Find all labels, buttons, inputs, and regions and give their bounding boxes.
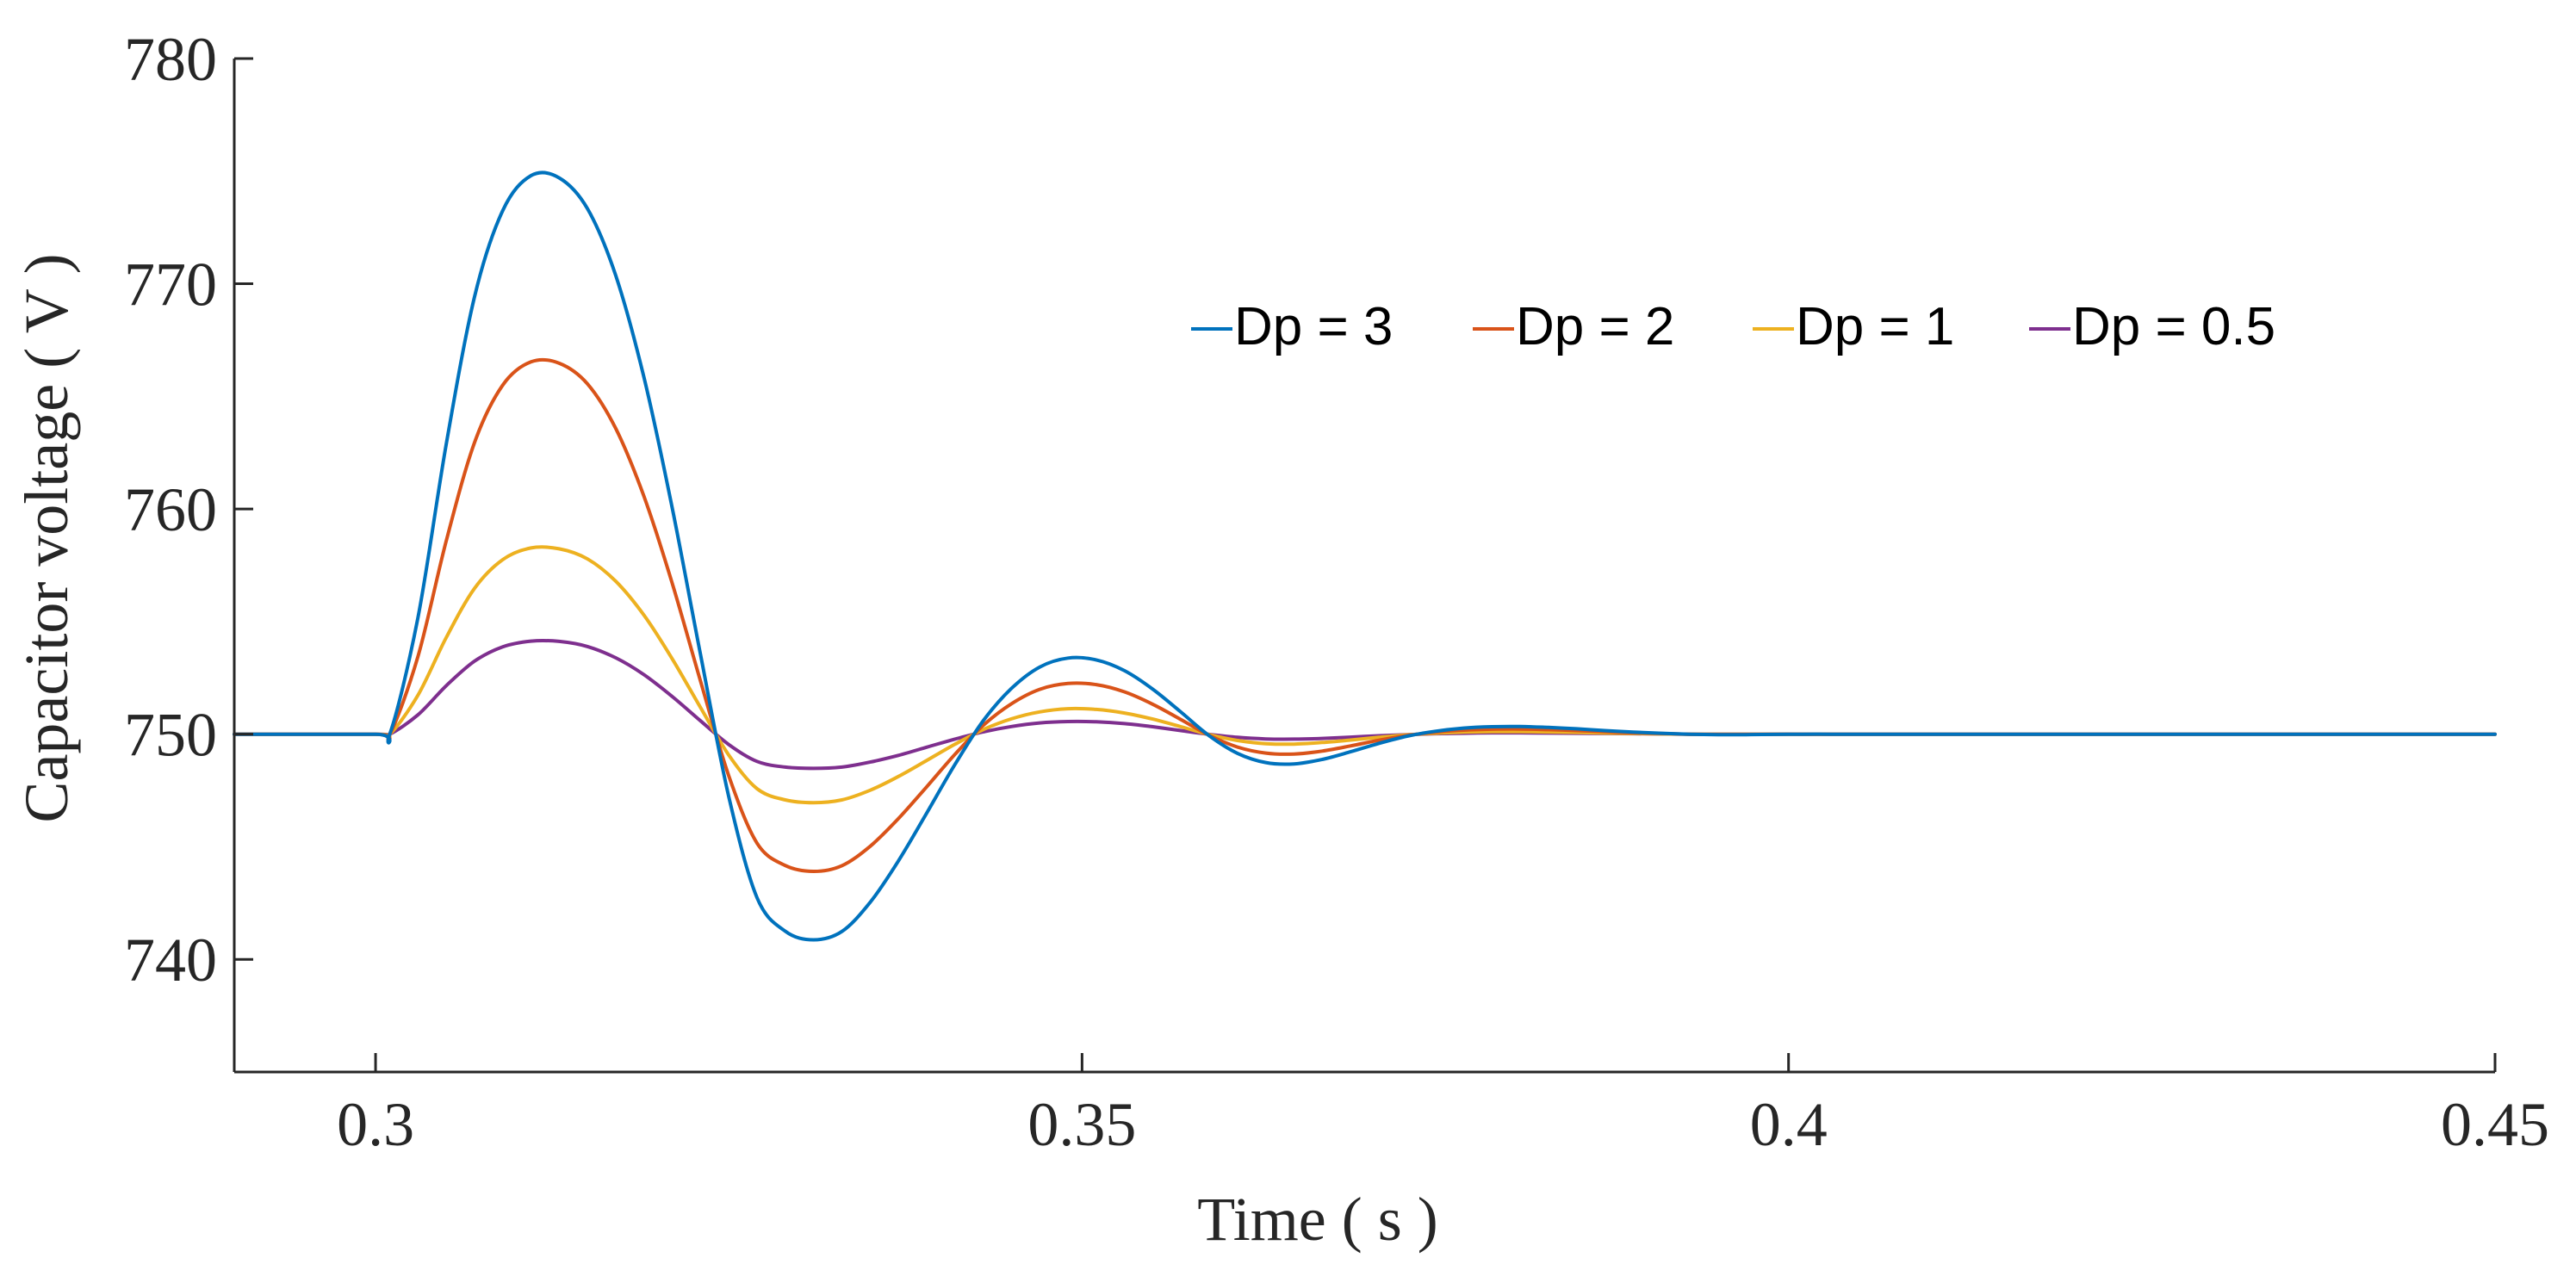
y-tick-label: 740 <box>124 926 217 994</box>
y-tick-label: 780 <box>124 25 217 94</box>
series-group <box>233 170 2497 942</box>
y-tick-label: 750 <box>124 701 217 770</box>
x-tick-label: 0.4 <box>1750 1090 1828 1159</box>
legend-label-dp-0-5: Dp = 0.5 <box>2072 297 2275 356</box>
plot-area: 0.3 0.35 0.4 0.45 740 750 760 770 780 <box>124 25 2549 1159</box>
y-axis-title: Capacitor voltage ( V ) <box>12 253 81 822</box>
series-line-dp-3 <box>233 170 2497 942</box>
legend-label-dp-1: Dp = 1 <box>1796 297 1954 356</box>
legend-label-dp-2: Dp = 2 <box>1516 297 1674 356</box>
x-tick-label: 0.45 <box>2441 1090 2549 1159</box>
legend-label-dp-3: Dp = 3 <box>1234 297 1393 356</box>
x-axis-title: Time ( s ) <box>1197 1185 1437 1254</box>
legend: Dp = 3 Dp = 2 Dp = 1 Dp = 0.5 <box>1191 297 2275 356</box>
y-ticks: 740 750 760 770 780 <box>124 25 253 994</box>
x-ticks: 0.3 0.35 0.4 0.45 <box>337 1053 2549 1159</box>
x-tick-label: 0.35 <box>1027 1090 1136 1159</box>
y-tick-label: 770 <box>124 251 217 319</box>
y-tick-label: 760 <box>124 475 217 544</box>
x-tick-label: 0.3 <box>337 1090 414 1159</box>
